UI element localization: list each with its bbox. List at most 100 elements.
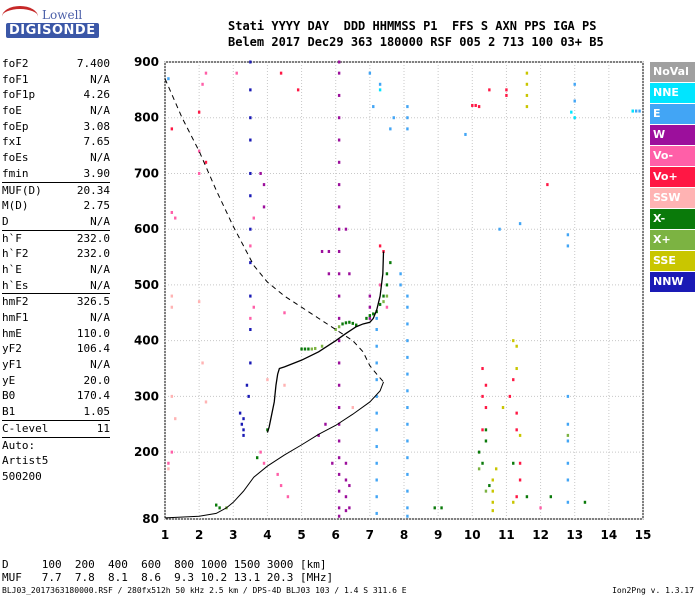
param-row: foF2 7.400 (2, 56, 110, 72)
param-row: h`E N/A (2, 262, 110, 278)
param-row: B0 170.4 (2, 388, 110, 404)
trace-point-nnw (249, 60, 252, 64)
param-row: yF1 N/A (2, 357, 110, 373)
trace-point-x (337, 325, 341, 329)
param-name: foF1p (2, 88, 36, 102)
trace-point-e (518, 222, 522, 226)
trace-point-vo (235, 71, 238, 75)
y-tick-label: 800 (134, 111, 159, 125)
trace-point-w (262, 205, 266, 209)
legend-item-ssw: SSW (650, 188, 695, 208)
param-value: 2.75 (83, 199, 111, 213)
trace-point-w (348, 272, 351, 276)
trace-point-w (368, 316, 372, 320)
trace-point-nnw (249, 171, 252, 175)
x-tick-label: 8 (400, 528, 408, 542)
trace-point-x (583, 500, 587, 504)
param-name: MUF(D) (2, 183, 42, 197)
trace-point-w (337, 249, 341, 253)
trace-point-sse (494, 467, 498, 471)
trace-point-w (344, 478, 348, 482)
parameters-panel: foF2 7.400 foF1 N/A foF1p 4.26 foE N/A foEp 3.08 f… (2, 56, 110, 485)
trace-point-x (549, 495, 553, 499)
param-value: N/A (90, 262, 110, 276)
trace-point-vo (249, 244, 252, 248)
legend-item-nnw: NNW (650, 272, 695, 292)
trace-point-vo (505, 88, 508, 92)
trace-point-w (337, 205, 341, 209)
param-name: Auto: (2, 438, 36, 452)
trace-point-w (337, 506, 341, 510)
trace-point-e (406, 372, 409, 376)
muf-distance-row: D 100 200 400 600 800 1000 1500 3000 [km… (2, 558, 327, 571)
param-row: D N/A (2, 214, 110, 230)
y-tick-label: 600 (134, 222, 159, 236)
trace-point-w (324, 422, 327, 426)
param-row: foE N/A (2, 103, 110, 119)
param-value: 3.08 (83, 119, 111, 133)
param-row: h`Es N/A (2, 278, 110, 294)
trace-point-sse (525, 105, 529, 109)
trace-point-ssw (170, 294, 174, 298)
trace-point-w (337, 227, 341, 231)
trace-point-e (406, 116, 409, 120)
trace-point-w (337, 160, 341, 164)
trace-point-e (375, 511, 378, 515)
trace-point-sse (525, 71, 529, 75)
trace-point-e (406, 439, 409, 443)
trace-point-x (368, 314, 372, 318)
trace-point-vo (204, 71, 208, 75)
trace-point-e (566, 422, 570, 426)
trace-point-e (406, 506, 409, 510)
trace-point-e (406, 489, 409, 493)
param-row: C-level 11 (2, 419, 110, 437)
trace-point-vo (252, 305, 255, 309)
trace-point-vo (508, 394, 512, 398)
trace-point-vo (276, 472, 279, 476)
trace-point-vo (539, 506, 542, 510)
trace-point-vo (170, 127, 174, 131)
param-row: MUF(D) 20.34 (2, 181, 110, 199)
trace-point-vo (259, 450, 262, 454)
param-value: 3.90 (83, 166, 111, 180)
trace-point-nne (573, 116, 576, 120)
param-value: 1.05 (83, 405, 111, 419)
trace-point-w (337, 272, 341, 276)
param-name: B0 (2, 389, 16, 403)
trace-legend: NoVal NNE E W Vo- Vo+ SSW X- X+ SSE NNW (650, 62, 695, 293)
trace-point-x (433, 506, 436, 510)
param-row: hmF2 326.5 (2, 293, 110, 310)
param-row: foEs N/A (2, 150, 110, 166)
param-name: C-level (2, 421, 49, 435)
param-value: 106.4 (76, 342, 110, 356)
trace-point-w (344, 227, 348, 231)
trace-point-x (344, 321, 348, 325)
trace-point-e (375, 316, 378, 320)
trace-point-vo (167, 461, 170, 465)
station-header: Stati YYYY DAY DDD HHMMSS P1 FFS S AXN P… (228, 18, 604, 50)
x-tick-label: 3 (229, 528, 237, 542)
logo-digisonde-text: DIGISONDE (6, 23, 99, 38)
trace-point-x (385, 294, 389, 298)
legend-item-w: W (650, 125, 695, 145)
param-name: foEp (2, 119, 29, 133)
trace-point-vo (512, 378, 515, 382)
y-tick-label: 700 (134, 166, 159, 180)
trace-point-w (320, 249, 324, 253)
trace-point-w (344, 495, 348, 499)
trace-point-e (406, 422, 409, 426)
trace-point-x (477, 450, 481, 454)
param-name: h`Es (2, 278, 29, 292)
trace-point-e (378, 82, 382, 86)
x-tick-label: 1 (161, 528, 169, 542)
y-tick-label: 80 (142, 512, 159, 526)
param-name: B1 (2, 405, 16, 419)
param-row: h`F2 232.0 (2, 246, 110, 262)
param-row: Auto: (2, 436, 110, 454)
trace-point-sse (515, 344, 518, 348)
trace-point-sse (525, 82, 529, 86)
param-name: yF1 (2, 358, 22, 372)
trace-point-w (331, 461, 334, 465)
x-tick-label: 15 (635, 528, 652, 542)
